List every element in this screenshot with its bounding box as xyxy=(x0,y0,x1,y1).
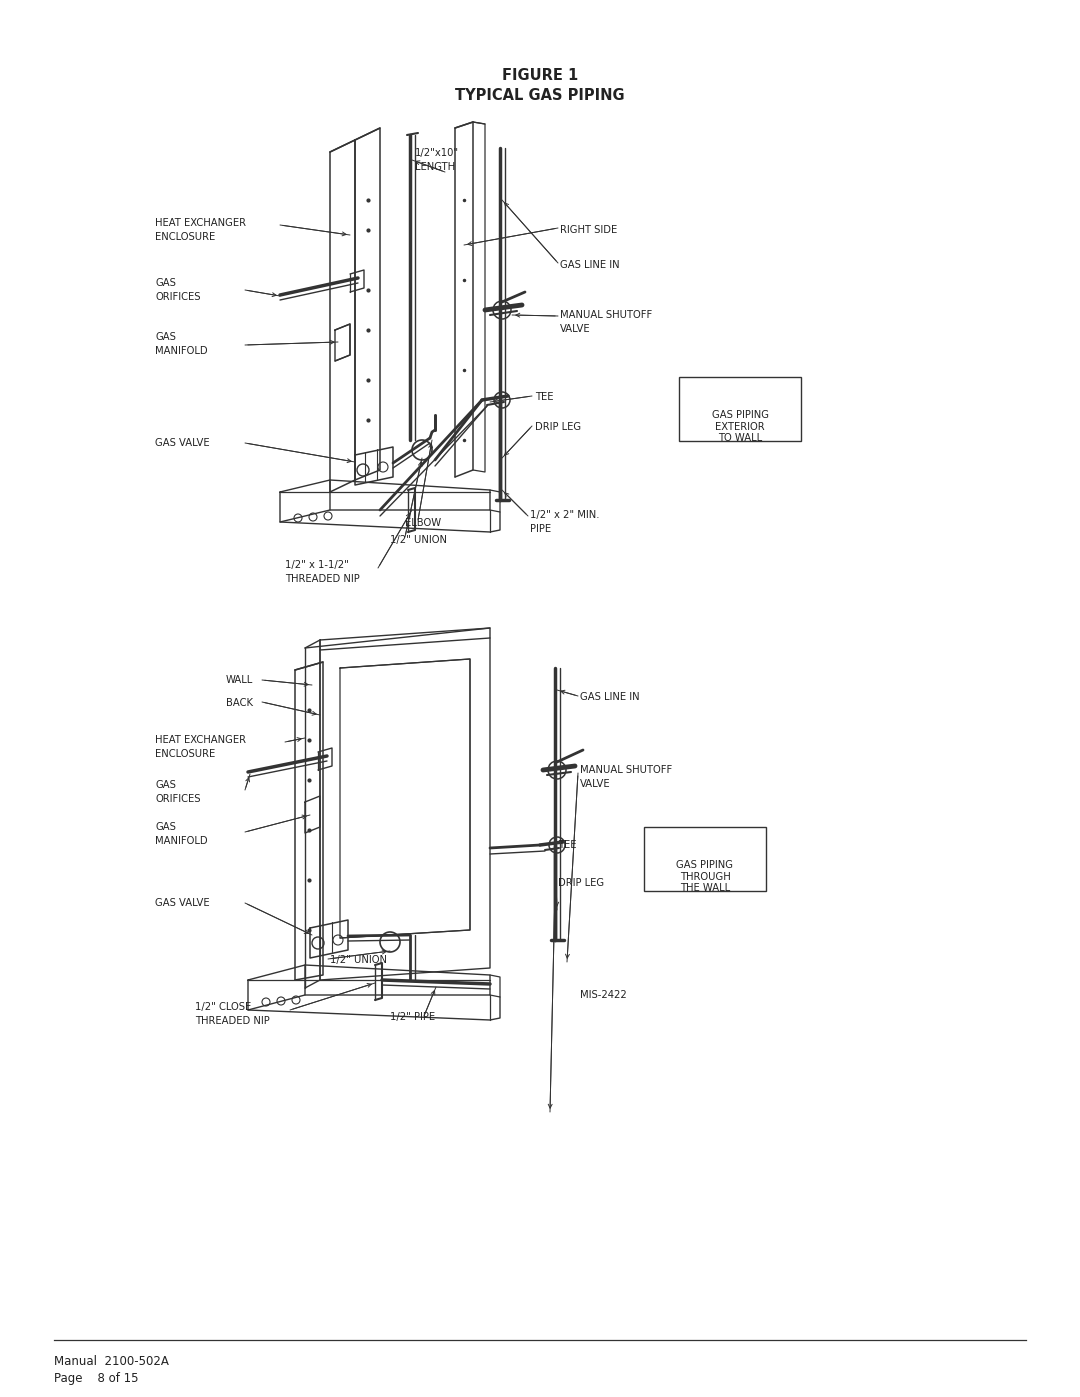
Text: 1/2" CLOSE: 1/2" CLOSE xyxy=(195,1002,252,1011)
Text: PIPE: PIPE xyxy=(530,524,551,534)
Text: GAS PIPING
THROUGH
THE WALL: GAS PIPING THROUGH THE WALL xyxy=(676,861,733,893)
Text: GAS LINE IN: GAS LINE IN xyxy=(561,260,620,270)
Text: ORIFICES: ORIFICES xyxy=(156,292,201,302)
Text: BACK: BACK xyxy=(226,698,253,708)
Text: ENCLOSURE: ENCLOSURE xyxy=(156,232,215,242)
Text: 1/2"x10": 1/2"x10" xyxy=(415,148,459,158)
Text: THREADED NIP: THREADED NIP xyxy=(285,574,360,584)
Text: RIGHT SIDE: RIGHT SIDE xyxy=(561,225,618,235)
Text: 1/2" UNION: 1/2" UNION xyxy=(390,535,447,545)
Text: GAS: GAS xyxy=(156,780,176,789)
FancyBboxPatch shape xyxy=(644,827,766,891)
Text: MANUAL SHUTOFF: MANUAL SHUTOFF xyxy=(561,310,652,320)
Text: TEE: TEE xyxy=(535,393,554,402)
Text: GAS VALVE: GAS VALVE xyxy=(156,898,210,908)
Text: WALL: WALL xyxy=(226,675,253,685)
Text: ENCLOSURE: ENCLOSURE xyxy=(156,749,215,759)
Text: ELBOW: ELBOW xyxy=(405,518,441,528)
Text: ORIFICES: ORIFICES xyxy=(156,793,201,805)
Text: THREADED NIP: THREADED NIP xyxy=(195,1016,270,1025)
Text: MANIFOLD: MANIFOLD xyxy=(156,346,207,356)
Text: GAS VALVE: GAS VALVE xyxy=(156,439,210,448)
Text: DRIP LEG: DRIP LEG xyxy=(558,877,604,888)
Text: MANUAL SHUTOFF: MANUAL SHUTOFF xyxy=(580,766,672,775)
Text: DRIP LEG: DRIP LEG xyxy=(535,422,581,432)
Text: 1/2" PIPE: 1/2" PIPE xyxy=(390,1011,435,1023)
Text: 1/2" x 1-1/2": 1/2" x 1-1/2" xyxy=(285,560,349,570)
Text: TEE: TEE xyxy=(558,840,577,849)
Text: FIGURE 1: FIGURE 1 xyxy=(502,68,578,82)
FancyBboxPatch shape xyxy=(679,377,801,441)
Text: VALVE: VALVE xyxy=(561,324,591,334)
Text: GAS: GAS xyxy=(156,278,176,288)
Text: HEAT EXCHANGER: HEAT EXCHANGER xyxy=(156,218,246,228)
Text: GAS: GAS xyxy=(156,332,176,342)
Text: HEAT EXCHANGER: HEAT EXCHANGER xyxy=(156,735,246,745)
Text: 1/2" UNION: 1/2" UNION xyxy=(330,956,387,965)
Text: LENGTH: LENGTH xyxy=(415,162,455,172)
Text: VALVE: VALVE xyxy=(580,780,610,789)
Text: TYPICAL GAS PIPING: TYPICAL GAS PIPING xyxy=(455,88,625,103)
Text: 1/2" x 2" MIN.: 1/2" x 2" MIN. xyxy=(530,510,599,520)
Text: MIS-2422: MIS-2422 xyxy=(580,990,626,1000)
Text: Manual  2100-502A: Manual 2100-502A xyxy=(54,1355,168,1368)
Text: GAS LINE IN: GAS LINE IN xyxy=(580,692,639,703)
Text: Page    8 of 15: Page 8 of 15 xyxy=(54,1372,138,1384)
Text: GAS: GAS xyxy=(156,821,176,833)
Text: MANIFOLD: MANIFOLD xyxy=(156,835,207,847)
Text: GAS PIPING
EXTERIOR
TO WALL: GAS PIPING EXTERIOR TO WALL xyxy=(712,409,769,443)
